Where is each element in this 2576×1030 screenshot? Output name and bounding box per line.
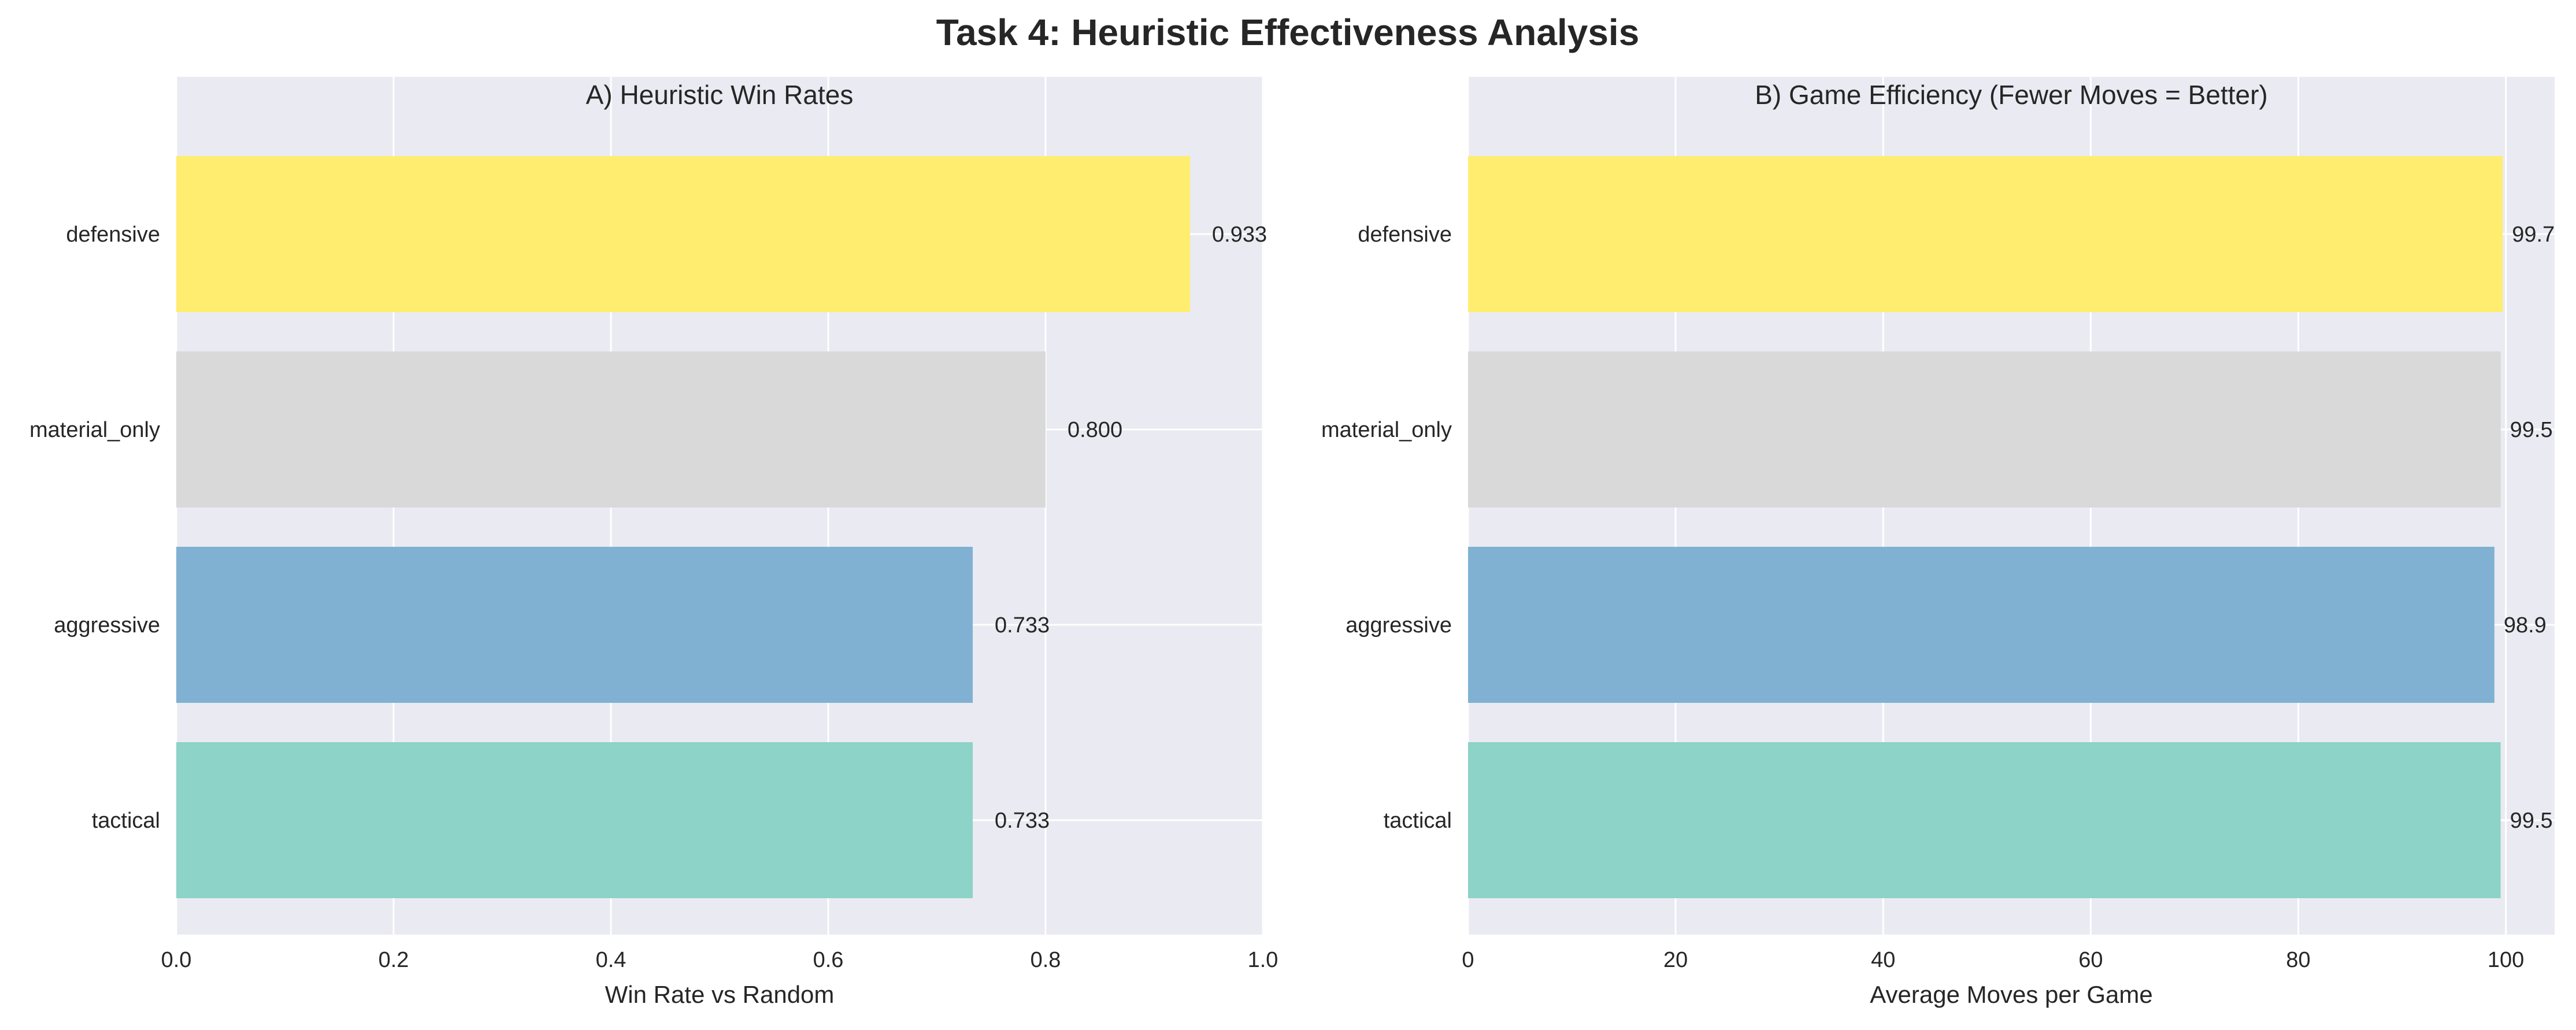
value-label: 99.5: [2510, 809, 2553, 833]
value-label: 0.733: [995, 613, 1050, 638]
x-tick-label: 1.0: [1248, 948, 1278, 972]
bar-material-only: [176, 351, 1046, 507]
x-tick-label: 0.8: [1031, 948, 1061, 972]
x-tick-label: 0: [1462, 948, 1474, 972]
bar-material-only: [1468, 351, 2501, 507]
x-tick-label: 0.0: [161, 948, 192, 972]
bar-aggressive: [176, 547, 973, 703]
x-axis-label: Win Rate vs Random: [605, 981, 835, 1008]
category-label: material_only: [29, 418, 160, 442]
x-tick-label: 80: [2286, 948, 2310, 972]
x-tick-label: 0.6: [813, 948, 844, 972]
category-label: tactical: [92, 809, 160, 833]
bar-defensive: [1468, 156, 2503, 312]
x-tick-label: 100: [2488, 948, 2524, 972]
x-tick-label: 40: [1871, 948, 1895, 972]
panel-title: A) Heuristic Win Rates: [586, 80, 854, 110]
value-label: 0.733: [995, 809, 1050, 833]
x-tick-label: 0.4: [596, 948, 627, 972]
x-axis-label: Average Moves per Game: [1870, 981, 2152, 1008]
category-label: tactical: [1384, 809, 1452, 833]
category-label: defensive: [1358, 223, 1452, 247]
x-tick-label: 60: [2078, 948, 2103, 972]
value-label: 99.5: [2510, 418, 2553, 442]
category-label: material_only: [1321, 418, 1452, 442]
category-label: aggressive: [1346, 613, 1452, 638]
value-label: 0.933: [1212, 223, 1267, 247]
x-tick-label: 20: [1663, 948, 1688, 972]
x-tick-label: 0.2: [379, 948, 409, 972]
bar-tactical: [176, 742, 973, 898]
value-label: 98.9: [2504, 613, 2547, 638]
panel-title: B) Game Efficiency (Fewer Moves = Better…: [1755, 80, 2267, 110]
chart-panel-1: defensive 0.933 material_only 0.800 aggressi…: [29, 77, 1278, 1008]
category-label: defensive: [66, 223, 160, 247]
category-label: aggressive: [54, 613, 160, 638]
chart-panel-2: defensive 99.7 material_only 99.5 aggressive…: [1321, 77, 2555, 1008]
bar-defensive: [176, 156, 1191, 312]
value-label: 99.7: [2512, 223, 2555, 247]
bar-tactical: [1468, 742, 2501, 898]
bar-aggressive: [1468, 547, 2495, 703]
value-label: 0.800: [1068, 418, 1122, 442]
figure-title: Task 4: Heuristic Effectiveness Analysis: [936, 12, 1640, 53]
